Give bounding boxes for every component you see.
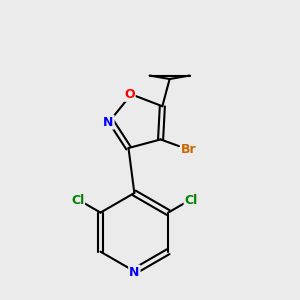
Text: O: O <box>124 88 135 101</box>
Text: Cl: Cl <box>184 194 198 207</box>
Text: N: N <box>129 266 140 278</box>
Text: Cl: Cl <box>71 194 84 207</box>
Text: N: N <box>103 116 114 129</box>
Text: Br: Br <box>181 142 197 156</box>
